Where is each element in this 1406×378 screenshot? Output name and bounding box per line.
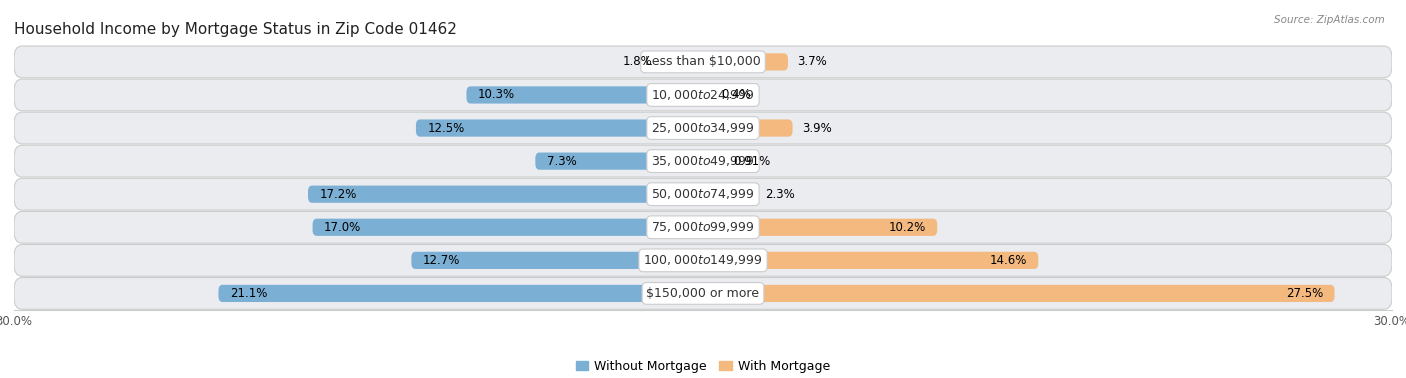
Text: 0.91%: 0.91% (733, 155, 770, 167)
FancyBboxPatch shape (703, 252, 1038, 269)
FancyBboxPatch shape (14, 112, 1392, 144)
Text: 21.1%: 21.1% (231, 287, 267, 300)
FancyBboxPatch shape (14, 277, 1392, 309)
FancyBboxPatch shape (14, 46, 1392, 78)
Text: Source: ZipAtlas.com: Source: ZipAtlas.com (1274, 15, 1385, 25)
Text: $10,000 to $24,999: $10,000 to $24,999 (651, 88, 755, 102)
Text: $75,000 to $99,999: $75,000 to $99,999 (651, 220, 755, 234)
Text: 2.3%: 2.3% (765, 188, 794, 201)
Text: 3.7%: 3.7% (797, 56, 827, 68)
Legend: Without Mortgage, With Mortgage: Without Mortgage, With Mortgage (571, 355, 835, 378)
FancyBboxPatch shape (412, 252, 703, 269)
FancyBboxPatch shape (536, 153, 703, 170)
Text: Household Income by Mortgage Status in Zip Code 01462: Household Income by Mortgage Status in Z… (14, 22, 457, 37)
FancyBboxPatch shape (467, 87, 703, 104)
FancyBboxPatch shape (416, 119, 703, 137)
FancyBboxPatch shape (14, 178, 1392, 210)
FancyBboxPatch shape (14, 245, 1392, 276)
FancyBboxPatch shape (703, 53, 787, 71)
FancyBboxPatch shape (14, 79, 1392, 111)
Text: 12.7%: 12.7% (423, 254, 460, 267)
Text: $150,000 or more: $150,000 or more (647, 287, 759, 300)
Text: 10.3%: 10.3% (478, 88, 515, 101)
FancyBboxPatch shape (703, 87, 713, 104)
FancyBboxPatch shape (308, 186, 703, 203)
Text: 14.6%: 14.6% (990, 254, 1026, 267)
Text: $35,000 to $49,999: $35,000 to $49,999 (651, 154, 755, 168)
Text: 0.4%: 0.4% (721, 88, 751, 101)
Text: 17.2%: 17.2% (319, 188, 357, 201)
Text: $50,000 to $74,999: $50,000 to $74,999 (651, 187, 755, 201)
Text: 12.5%: 12.5% (427, 122, 464, 135)
Text: 10.2%: 10.2% (889, 221, 925, 234)
Text: 27.5%: 27.5% (1286, 287, 1323, 300)
FancyBboxPatch shape (14, 145, 1392, 177)
FancyBboxPatch shape (662, 53, 703, 71)
FancyBboxPatch shape (703, 219, 938, 236)
FancyBboxPatch shape (312, 219, 703, 236)
FancyBboxPatch shape (14, 211, 1392, 243)
FancyBboxPatch shape (703, 186, 756, 203)
FancyBboxPatch shape (218, 285, 703, 302)
Text: 17.0%: 17.0% (323, 221, 361, 234)
Text: $25,000 to $34,999: $25,000 to $34,999 (651, 121, 755, 135)
Text: 3.9%: 3.9% (801, 122, 831, 135)
FancyBboxPatch shape (703, 285, 1334, 302)
Text: 1.8%: 1.8% (623, 56, 652, 68)
FancyBboxPatch shape (703, 119, 793, 137)
FancyBboxPatch shape (703, 153, 724, 170)
Text: 7.3%: 7.3% (547, 155, 576, 167)
Text: Less than $10,000: Less than $10,000 (645, 56, 761, 68)
Text: $100,000 to $149,999: $100,000 to $149,999 (644, 253, 762, 267)
